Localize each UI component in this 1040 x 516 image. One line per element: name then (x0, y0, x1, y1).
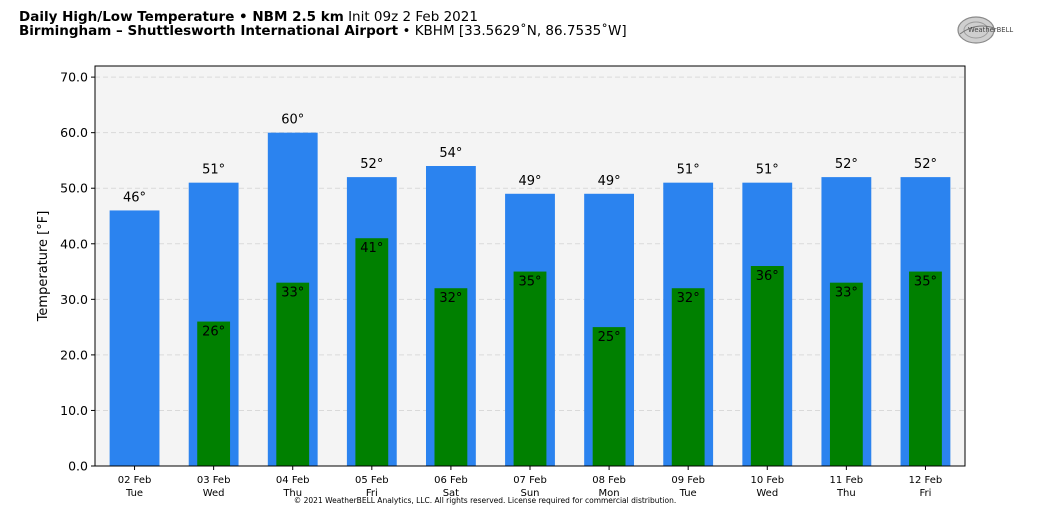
low-temp-label: 35° (914, 275, 937, 290)
low-temp-bar (434, 288, 468, 466)
high-temp-label: 51° (756, 163, 779, 178)
x-tick-label-date: 03 Feb (197, 475, 231, 486)
x-tick-label-date: 08 Feb (592, 475, 626, 486)
low-temp-bar (750, 266, 784, 466)
low-temp-bar (355, 238, 389, 466)
y-tick-label: 30.0 (60, 292, 88, 307)
low-temp-bar (909, 271, 942, 466)
x-tick-label-day: Sun (520, 488, 539, 499)
x-tick-label-day: Tue (679, 488, 697, 499)
low-temp-label: 26° (202, 325, 225, 340)
station-name: Birmingham – Shuttlesworth International… (19, 23, 399, 39)
copyright-notice: © 2021 WeatherBELL Analytics, LLC. All r… (293, 496, 677, 505)
low-temp-label: 41° (360, 241, 383, 256)
low-temp-label: 32° (439, 291, 462, 306)
y-axis: 0.0 10.0 20.0 30.0 40.0 50.0 60.0 70.0 (60, 70, 95, 474)
chart-title-main: Daily High/Low Temperature • NBM 2.5 km (19, 9, 344, 25)
x-tick-label-day: Thu (282, 488, 302, 499)
x-tick-label-date: 09 Feb (671, 475, 705, 486)
high-temp-label: 49° (518, 174, 541, 189)
x-axis: 02 Feb Tue 03 Feb Wed 04 Feb Thu 05 Feb Fri 06 F… (118, 466, 943, 499)
x-tick-label-date: 05 Feb (355, 475, 389, 486)
high-temp-label: 52° (914, 157, 937, 172)
low-temp-bar (829, 282, 863, 466)
low-temp-bar (592, 327, 626, 466)
low-temp-label: 35° (518, 275, 541, 290)
y-tick-label: 50.0 (60, 181, 88, 196)
bars (109, 132, 951, 466)
x-tick-label-day: Wed (756, 488, 778, 499)
high-temp-label: 51° (677, 163, 700, 178)
x-tick-label-date: 06 Feb (434, 475, 468, 486)
low-temp-label: 32° (677, 291, 700, 306)
low-temp-label: 36° (756, 269, 779, 284)
high-temp-label: 52° (360, 157, 383, 172)
high-temp-label: 54° (439, 146, 462, 161)
x-tick-label-day: Fri (366, 488, 378, 499)
data-labels: 46° 51° 26° 60° 33° 52° 41° 54° 32° 49° 35° 49° 25° 5… (123, 113, 937, 345)
x-tick-label-day: Sat (443, 488, 459, 499)
y-tick-label: 20.0 (60, 347, 88, 362)
low-temp-label: 25° (598, 330, 621, 345)
station-coordinates: • KBHM [33.5629˚N, 86.7535˚W] (402, 23, 627, 39)
y-tick-label: 0.0 (68, 459, 88, 474)
logo-text: WeatherBELL (968, 26, 1013, 34)
y-tick-label: 70.0 (60, 70, 88, 85)
y-tick-label: 40.0 (60, 236, 88, 251)
x-tick-label-day: Tue (125, 488, 143, 499)
chart-subtitle: Birmingham – Shuttlesworth International… (19, 23, 627, 39)
high-temp-label: 52° (835, 157, 858, 172)
x-tick-label-date: 07 Feb (513, 475, 547, 486)
x-tick-label-day: Thu (836, 488, 856, 499)
chart-title: Daily High/Low Temperature • NBM 2.5 km … (19, 9, 478, 25)
x-tick-label-date: 12 Feb (909, 475, 943, 486)
low-temp-label: 33° (281, 286, 304, 301)
high-temp-label: 46° (123, 190, 146, 205)
x-tick-label-day: Wed (203, 488, 225, 499)
init-time: Init 09z 2 Feb 2021 (348, 9, 478, 25)
y-tick-label: 10.0 (60, 403, 88, 418)
x-tick-label-date: 04 Feb (276, 475, 310, 486)
low-temp-bar (276, 282, 310, 466)
weatherbell-logo-icon: WeatherBELL (957, 16, 1013, 44)
y-tick-label: 60.0 (60, 125, 88, 140)
x-tick-label-date: 11 Feb (830, 475, 864, 486)
x-tick-label-day: Fri (919, 488, 931, 499)
low-temp-bar (197, 321, 231, 466)
x-tick-label-date: 02 Feb (118, 475, 152, 486)
high-temp-label: 51° (202, 163, 225, 178)
low-temp-label: 33° (835, 286, 858, 301)
grid-lines (95, 76, 965, 467)
high-temp-label: 60° (281, 113, 304, 128)
high-temp-bar (109, 210, 160, 466)
high-temp-label: 49° (598, 174, 621, 189)
y-axis-label: Temperature [°F] (36, 211, 51, 323)
low-temp-bar (671, 288, 705, 466)
x-tick-label-date: 10 Feb (750, 475, 784, 486)
low-temp-bar (513, 271, 547, 466)
x-tick-label-day: Mon (599, 488, 620, 499)
